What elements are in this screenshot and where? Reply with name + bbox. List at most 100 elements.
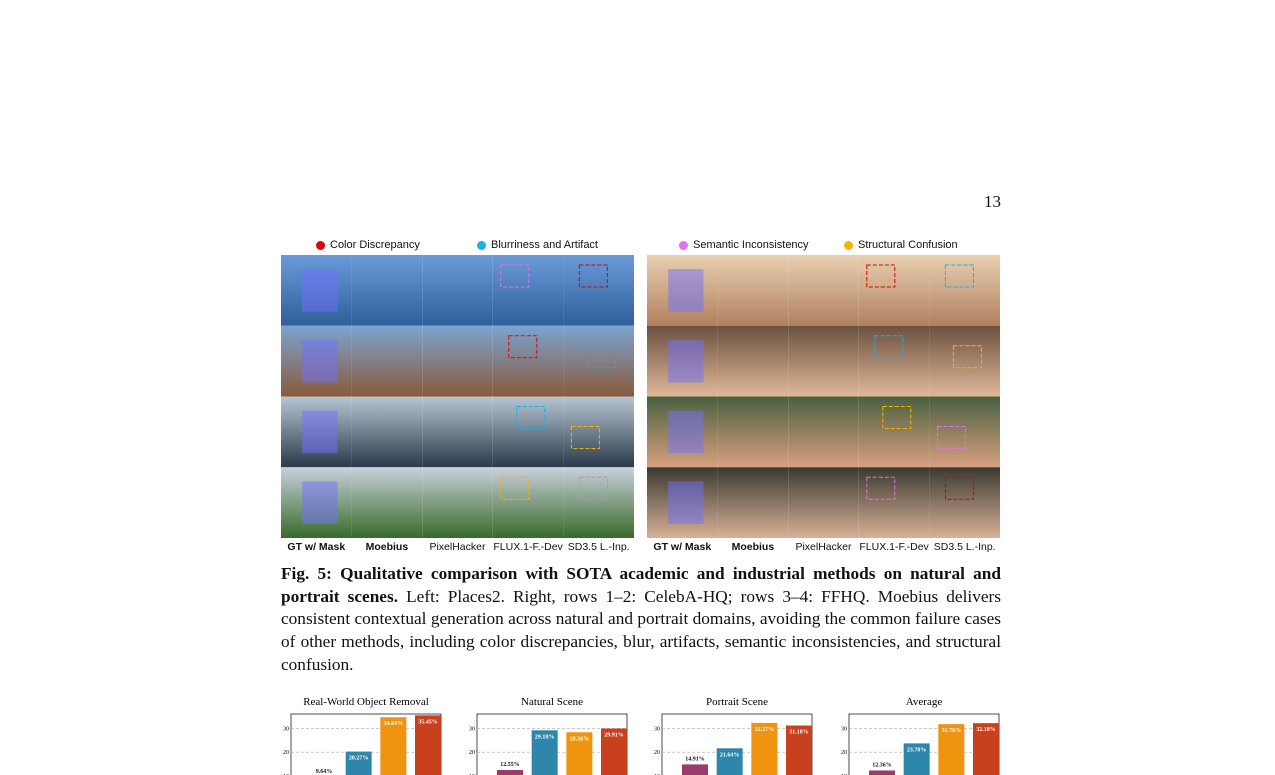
- y-tick-label: 30: [841, 726, 847, 732]
- failure-box: [944, 476, 974, 500]
- bar: [903, 743, 930, 775]
- bar-charts: Real-World Object Removal1020309.64%20.2…: [283, 696, 1000, 775]
- image-cell: [351, 325, 423, 397]
- caption-text: Left: Places2. Right, rows 1–2: CelebA-H…: [281, 586, 1001, 674]
- image-cell: [717, 467, 789, 538]
- legend-dot: [477, 240, 486, 250]
- image-cell: [929, 467, 1000, 538]
- legend-label: Blurriness and Artifact: [491, 239, 598, 251]
- image-cell: [788, 467, 859, 538]
- mask-overlay: [668, 481, 704, 524]
- mask-overlay: [302, 339, 338, 383]
- column-label: FLUX.1-F.-Dev: [493, 541, 563, 553]
- image-cell: [929, 396, 1000, 468]
- mask-overlay: [302, 481, 338, 524]
- value-label: 35.45%: [418, 719, 438, 725]
- bar: [601, 728, 627, 775]
- value-label: 31.18%: [789, 730, 809, 736]
- caption-label: Fig. 5:: [281, 564, 332, 583]
- value-label: 20.27%: [349, 756, 369, 762]
- column-label: FLUX.1-F.-Dev: [859, 541, 929, 553]
- bar: [973, 723, 999, 775]
- image-cell: [858, 255, 930, 326]
- image-cell: [788, 325, 859, 397]
- y-tick-label: 20: [841, 750, 847, 756]
- image-cell: [563, 467, 634, 538]
- image-cell: [563, 396, 634, 468]
- failure-box: [952, 345, 982, 369]
- image-cell: [422, 396, 493, 468]
- failure-box: [570, 426, 600, 449]
- legend-label: Semantic Inconsistency: [693, 239, 809, 251]
- y-tick-label: 20: [654, 750, 660, 756]
- image-cell: [351, 255, 423, 326]
- column-labels: GT w/ Mask Moebius PixelHacker FLUX.1-F.-De…: [647, 541, 1000, 553]
- value-label: 29.91%: [604, 733, 624, 739]
- chart-title: Average: [906, 696, 943, 708]
- column-label: PixelHacker: [429, 541, 486, 553]
- y-tick-label: 20: [469, 750, 475, 756]
- value-label: 21.64%: [720, 752, 740, 758]
- column-label: Moebius: [365, 541, 409, 553]
- bar: [566, 732, 593, 775]
- mask-overlay: [668, 410, 704, 454]
- image-cell: [492, 396, 564, 468]
- failure-box: [578, 264, 608, 288]
- value-label: 34.64%: [384, 721, 404, 727]
- column-label: SD3.5 L.-Inp.: [567, 541, 630, 553]
- image-cell: [858, 396, 930, 468]
- mask-overlay: [668, 339, 704, 383]
- caption-title: Qualitative comparison with SOTA academi…: [281, 564, 1001, 606]
- image-cell: [929, 255, 1000, 326]
- legend-dot: [844, 240, 853, 250]
- column-label: SD3.5 L.-Inp.: [933, 541, 996, 553]
- image-cell: [351, 396, 423, 468]
- value-label: 14.91%: [685, 756, 705, 762]
- legend-dot: [316, 240, 325, 250]
- bar: [531, 730, 558, 775]
- mask-overlay: [302, 269, 338, 312]
- y-tick-label: 30: [469, 726, 475, 732]
- mask-overlay: [668, 269, 704, 312]
- value-label: 32.18%: [976, 727, 996, 733]
- legend-item: Blurriness and Artifact: [477, 239, 598, 251]
- legend-label: Color Discrepancy: [330, 239, 420, 251]
- column-label: GT w/ Mask: [653, 541, 712, 553]
- image-cell: [717, 325, 789, 397]
- image-cell: [492, 325, 564, 397]
- bar: [716, 748, 743, 775]
- image-cell: [858, 325, 930, 397]
- image-cell: [929, 325, 1000, 397]
- failure-box: [936, 426, 966, 449]
- value-label: 31.76%: [942, 728, 962, 734]
- failure-box: [882, 406, 912, 429]
- value-label: 23.70%: [907, 747, 927, 753]
- image-cell: [492, 255, 564, 326]
- image-cell: [717, 396, 789, 468]
- value-label: 28.36%: [570, 736, 590, 742]
- column-label: GT w/ Mask: [287, 541, 346, 553]
- image-cell: [563, 255, 634, 326]
- mask-overlay: [302, 410, 338, 454]
- failure-box: [944, 264, 974, 288]
- bar: [345, 751, 372, 775]
- bar: [415, 715, 441, 775]
- column-label: PixelHacker: [795, 541, 852, 553]
- legend-item: Color Discrepancy: [316, 239, 420, 251]
- image-cell: [492, 467, 564, 538]
- image-cell: [563, 325, 634, 397]
- bar: [786, 725, 812, 775]
- failure-box: [586, 345, 616, 369]
- bar: [380, 717, 407, 775]
- chart-title: Portrait Scene: [706, 696, 768, 708]
- value-label: 12.36%: [872, 762, 892, 768]
- bar: [682, 764, 708, 775]
- caption: Fig. 5: Qualitative comparison with SOTA…: [281, 563, 1001, 677]
- image-grid-portrait: [647, 255, 1000, 538]
- page-number: 13: [984, 192, 1001, 211]
- failure-box: [516, 406, 546, 429]
- image-cell: [788, 255, 859, 326]
- image-cell: [717, 255, 789, 326]
- value-label: 12.55%: [500, 762, 520, 768]
